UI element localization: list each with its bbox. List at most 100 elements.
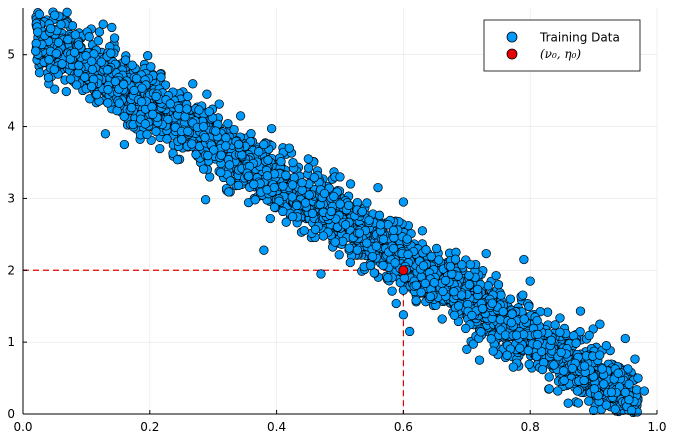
data-point <box>127 60 137 70</box>
data-point <box>278 181 288 191</box>
data-point <box>438 286 448 297</box>
data-point <box>34 68 45 78</box>
data-point <box>488 346 498 356</box>
data-point <box>316 269 326 279</box>
data-point <box>94 27 105 37</box>
data-point <box>114 98 124 108</box>
data-point <box>416 287 426 297</box>
data-point <box>224 160 235 170</box>
data-point <box>180 112 190 122</box>
data-point <box>462 344 472 354</box>
data-point <box>249 179 259 189</box>
data-point <box>340 220 351 230</box>
data-point <box>483 281 493 291</box>
data-point <box>440 275 451 286</box>
data-point <box>610 404 620 414</box>
data-point <box>549 360 559 370</box>
data-point <box>110 76 121 87</box>
data-point <box>284 143 294 153</box>
data-point <box>188 79 198 89</box>
data-point <box>626 405 637 416</box>
data-point <box>461 323 471 334</box>
data-point <box>345 257 355 268</box>
data-point <box>33 27 43 37</box>
data-point <box>57 59 67 69</box>
data-point <box>344 243 354 253</box>
data-point <box>573 398 583 408</box>
data-point <box>148 109 158 119</box>
data-point <box>246 129 256 139</box>
data-point <box>457 260 467 270</box>
data-point <box>437 314 447 324</box>
data-point <box>172 155 183 165</box>
data-point <box>84 32 94 42</box>
data-point <box>216 167 226 178</box>
data-point <box>334 250 344 260</box>
data-point <box>318 231 328 241</box>
data-point <box>345 179 356 189</box>
data-point <box>555 313 565 323</box>
data-point <box>109 33 120 43</box>
data-point <box>449 287 459 297</box>
data-point <box>119 79 129 90</box>
data-point <box>420 278 430 289</box>
data-point <box>375 220 386 230</box>
data-point <box>62 7 72 17</box>
data-point <box>307 208 318 219</box>
tick-labels: 0.0 0.2 0.4 0.6 0.8 1.0 0 1 2 3 4 5 <box>7 48 666 434</box>
data-point <box>633 373 643 383</box>
data-point <box>200 195 211 205</box>
data-point <box>495 315 505 325</box>
data-point <box>100 129 111 139</box>
data-point <box>223 118 233 129</box>
data-point <box>43 73 54 83</box>
data-point <box>287 192 297 202</box>
data-point <box>559 366 569 376</box>
data-point <box>630 354 640 364</box>
data-point <box>177 134 187 145</box>
data-point <box>119 111 129 122</box>
data-point <box>354 228 365 238</box>
y-tick-label: 2 <box>7 263 15 277</box>
data-point <box>373 182 383 193</box>
data-point <box>449 310 460 320</box>
data-point <box>183 126 193 136</box>
data-point <box>524 359 534 369</box>
data-point <box>398 310 409 320</box>
data-point <box>142 129 152 140</box>
data-point <box>402 234 412 244</box>
data-point <box>556 347 566 358</box>
data-point <box>464 280 474 290</box>
data-point <box>146 62 156 72</box>
data-point <box>44 55 54 65</box>
data-point <box>329 191 339 202</box>
x-tick-label: 0.4 <box>267 420 286 434</box>
data-point <box>198 121 209 132</box>
data-point <box>431 243 442 254</box>
data-point <box>233 139 244 150</box>
data-point <box>453 301 464 311</box>
legend-marker-training <box>506 31 518 43</box>
data-point <box>524 301 534 312</box>
data-point <box>51 48 61 59</box>
data-point <box>511 330 522 340</box>
data-point <box>595 319 605 329</box>
data-point <box>599 379 609 389</box>
data-point <box>426 251 436 262</box>
data-point <box>297 178 307 188</box>
data-point <box>155 143 165 154</box>
data-point <box>476 327 486 337</box>
data-point <box>276 156 286 167</box>
data-point <box>335 199 345 209</box>
data-point <box>221 133 231 143</box>
data-point <box>411 295 421 306</box>
data-point <box>31 46 41 56</box>
data-point <box>601 400 612 410</box>
data-point <box>87 56 97 66</box>
data-point <box>498 306 508 317</box>
data-point <box>388 225 399 235</box>
data-point <box>589 384 600 394</box>
data-point <box>620 333 630 344</box>
data-point <box>303 154 313 164</box>
data-point <box>96 57 106 67</box>
